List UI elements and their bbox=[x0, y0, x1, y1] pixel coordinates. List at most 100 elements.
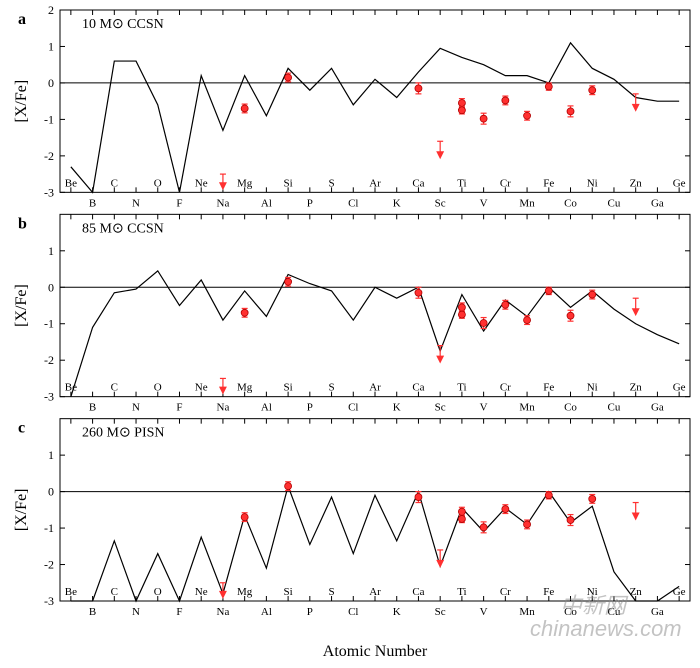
element-label: F bbox=[176, 606, 182, 618]
element-label: Ca bbox=[412, 382, 424, 394]
element-label: N bbox=[132, 402, 140, 414]
element-label: Fe bbox=[543, 586, 554, 598]
panel-letter: a bbox=[18, 11, 26, 28]
panel-title: 10 M⊙ CCSN bbox=[82, 17, 164, 32]
panel-title: 85 M⊙ CCSN bbox=[82, 221, 164, 236]
element-label: Ti bbox=[457, 382, 466, 394]
ytick-label: 1 bbox=[48, 39, 54, 53]
element-label: Fe bbox=[543, 177, 554, 189]
ytick-label: -3 bbox=[44, 185, 54, 199]
ytick-label: -2 bbox=[44, 149, 54, 163]
element-label: F bbox=[176, 402, 182, 414]
element-label: Al bbox=[261, 606, 272, 618]
element-label: B bbox=[89, 197, 96, 209]
element-label: Ge bbox=[673, 382, 686, 394]
panel-a: -3-2-1012[X/Fe]BeCONeMgSiSArCaTiCrFeNiZn… bbox=[13, 3, 690, 209]
abundance-chart-svg: -3-2-1012[X/Fe]BeCONeMgSiSArCaTiCrFeNiZn… bbox=[0, 0, 700, 668]
svg-text:chinanews.com: chinanews.com bbox=[530, 616, 682, 641]
data-point bbox=[285, 278, 292, 285]
element-label: N bbox=[132, 197, 140, 209]
element-label: V bbox=[480, 606, 488, 618]
data-point bbox=[589, 495, 596, 502]
data-point bbox=[241, 514, 248, 521]
element-label: Na bbox=[217, 606, 230, 618]
data-point bbox=[524, 317, 531, 324]
element-label: Mn bbox=[519, 197, 535, 209]
data-point bbox=[567, 108, 574, 115]
element-label: C bbox=[111, 177, 118, 189]
element-label: Ti bbox=[457, 586, 466, 598]
ytick-label: 0 bbox=[48, 280, 54, 294]
ytick-label: 0 bbox=[48, 485, 54, 499]
ytick-label: -1 bbox=[44, 521, 54, 535]
element-label: Na bbox=[217, 402, 230, 414]
ytick-label: -2 bbox=[44, 558, 54, 572]
data-point bbox=[241, 309, 248, 316]
data-point bbox=[415, 85, 422, 92]
element-label: Ne bbox=[195, 586, 208, 598]
element-label: Mg bbox=[237, 382, 253, 394]
y-axis-label: [X/Fe] bbox=[13, 80, 30, 123]
data-point bbox=[545, 492, 552, 499]
element-label: Co bbox=[564, 402, 577, 414]
x-axis-label: Atomic Number bbox=[323, 643, 428, 660]
data-point bbox=[502, 506, 509, 513]
ytick-label: 1 bbox=[48, 448, 54, 462]
ytick-label: 0 bbox=[48, 76, 54, 90]
element-label: S bbox=[328, 177, 334, 189]
element-label: Si bbox=[284, 586, 293, 598]
element-label: P bbox=[307, 606, 313, 618]
element-label: Zn bbox=[630, 177, 643, 189]
element-label: Ar bbox=[369, 382, 381, 394]
element-label: Ni bbox=[587, 177, 598, 189]
ytick-label: -3 bbox=[44, 390, 54, 404]
data-point bbox=[415, 289, 422, 296]
data-point bbox=[458, 515, 465, 522]
y-axis-label: [X/Fe] bbox=[13, 284, 30, 327]
element-label: Na bbox=[217, 197, 230, 209]
element-label: Ga bbox=[651, 402, 664, 414]
element-label: Fe bbox=[543, 382, 554, 394]
element-label: Ge bbox=[673, 177, 686, 189]
svg-text:中新网: 中新网 bbox=[560, 593, 629, 618]
ytick-label: -3 bbox=[44, 594, 54, 608]
data-point bbox=[502, 97, 509, 104]
element-label: O bbox=[154, 177, 162, 189]
model-line bbox=[71, 486, 679, 601]
upper-limit-arrow bbox=[220, 387, 226, 393]
element-label: Cl bbox=[348, 606, 358, 618]
element-label: K bbox=[393, 197, 401, 209]
upper-limit-arrow bbox=[633, 513, 639, 519]
element-label: Ar bbox=[369, 586, 381, 598]
upper-limit-arrow bbox=[633, 309, 639, 315]
upper-limit-arrow bbox=[437, 152, 443, 158]
upper-limit-arrow bbox=[437, 356, 443, 362]
element-label: K bbox=[393, 402, 401, 414]
element-label: P bbox=[307, 402, 313, 414]
panel-letter: b bbox=[18, 215, 27, 232]
element-label: Sc bbox=[435, 402, 446, 414]
y-axis-label: [X/Fe] bbox=[13, 489, 30, 532]
element-label: P bbox=[307, 197, 313, 209]
element-label: Mg bbox=[237, 586, 253, 598]
data-point bbox=[524, 112, 531, 119]
ytick-label: -2 bbox=[44, 353, 54, 367]
upper-limit-arrow bbox=[220, 183, 226, 189]
model-line bbox=[71, 43, 679, 193]
data-point bbox=[480, 524, 487, 531]
panel-c: -3-2-101[X/Fe]BeCONeMgSiSArCaTiCrFeNiZnG… bbox=[13, 419, 690, 618]
element-label: V bbox=[480, 197, 488, 209]
data-point bbox=[589, 87, 596, 94]
ytick-label: 1 bbox=[48, 244, 54, 258]
data-point bbox=[458, 508, 465, 515]
element-label: O bbox=[154, 382, 162, 394]
element-label: Mg bbox=[237, 177, 253, 189]
data-point bbox=[458, 304, 465, 311]
element-label: Ne bbox=[195, 382, 208, 394]
data-point bbox=[458, 107, 465, 114]
element-label: Ne bbox=[195, 177, 208, 189]
data-point bbox=[502, 301, 509, 308]
element-label: Cl bbox=[348, 402, 358, 414]
element-label: S bbox=[328, 586, 334, 598]
element-label: C bbox=[111, 382, 118, 394]
